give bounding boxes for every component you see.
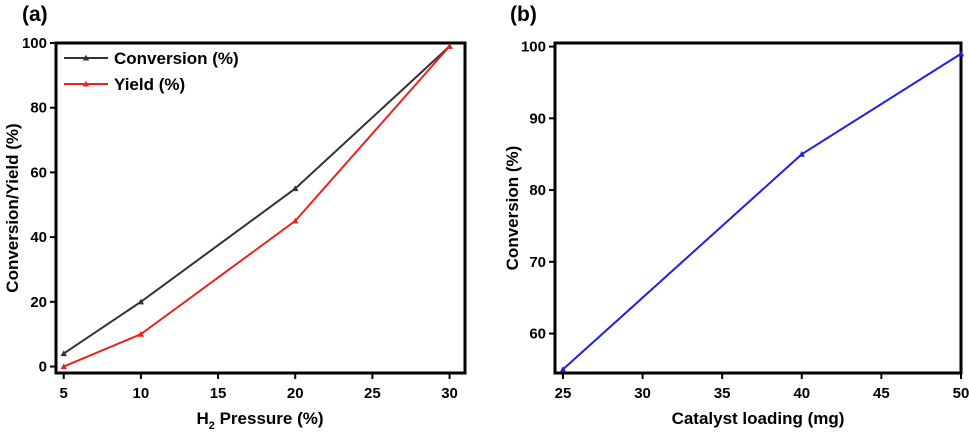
panel-b-y-tick-label-3: 90 [529, 110, 546, 127]
panel-b-x-ticks: 25 30 35 40 45 50 [555, 373, 969, 402]
panel-a-x-tick-label-4: 25 [364, 385, 381, 402]
panel-b-series-0-point-1 [798, 150, 805, 157]
panel-b-label: (b) [510, 3, 537, 26]
panel-a-x-axis-label: H2 Pressure (%) [196, 409, 323, 432]
panel-a-y-tick-label-4: 80 [30, 100, 47, 117]
panel-a-series-1-point-1 [137, 330, 145, 337]
panel-a-x-axis-label-rest: Pressure (%) [215, 409, 324, 428]
panel-b-y-tick-label-2: 80 [529, 182, 546, 199]
panel-b-series-0-point-2 [957, 50, 965, 57]
panel-a-y-tick-label-5: 100 [22, 35, 47, 52]
panel-a-y-tick-label-2: 40 [30, 229, 47, 246]
panel-a-legend-label-0: Conversion (%) [114, 49, 239, 68]
panel-b-y-tick-label-0: 60 [529, 326, 546, 343]
panel-a-chart: (a) 5 10 15 20 25 30 0 20 40 60 80 100 Conversion … [3, 3, 467, 432]
panel-b-series-0-line [562, 52, 962, 371]
panel-b-series-0-point-0 [559, 366, 567, 372]
panel-a-series [60, 43, 453, 370]
panel-b-x-tick-label-2: 35 [714, 385, 731, 402]
panel-a-x-tick-label-2: 15 [210, 385, 227, 402]
panel-b-y-tick-label-4: 100 [521, 39, 546, 56]
panel-a-series-0-line [63, 45, 451, 355]
panel-a-y-tick-label-1: 20 [30, 294, 47, 311]
panel-a-label: (a) [22, 3, 48, 26]
panel-a-x-tick-label-3: 20 [287, 385, 304, 402]
panel-a-series-1-point-0 [60, 363, 67, 370]
panel-a-series-1-point-2 [292, 217, 299, 224]
panel-a-series-1-line [63, 45, 451, 368]
panel-a-x-ticks: 5 10 15 20 25 30 [60, 373, 458, 402]
panel-b-x-tick-label-4: 45 [873, 385, 890, 402]
panel-b-x-tick-label-1: 30 [634, 385, 651, 402]
panel-b-y-axis-label: Conversion (%) [503, 146, 522, 271]
panel-a-x-tick-label-1: 10 [133, 385, 150, 402]
panel-b-y-tick-label-1: 70 [529, 254, 546, 271]
panel-a-x-tick-label-5: 30 [441, 385, 458, 402]
panel-b-x-tick-label-3: 40 [793, 385, 810, 402]
panel-a-legend-label-1: Yield (%) [114, 75, 185, 94]
panel-b-series [559, 50, 965, 372]
panel-a-y-axis-label: Conversion/Yield (%) [3, 123, 22, 292]
panel-a-y-tick-label-0: 0 [39, 359, 47, 376]
panel-b-x-tick-label-5: 50 [953, 385, 969, 402]
panel-a-plot-frame [54, 41, 467, 375]
panel-b-x-axis-label: Catalyst loading (mg) [672, 409, 845, 428]
panel-a-x-tick-label-0: 5 [60, 385, 68, 402]
panel-a-y-tick-label-3: 60 [30, 164, 47, 181]
panel-a-x-axis-label-subscript: 2 [209, 420, 215, 432]
panel-a-series-1-point-3 [446, 43, 453, 49]
panel-a-series-0-point-2 [292, 185, 299, 192]
panel-a-legend-marker-1 [82, 80, 90, 87]
panel-a-legend: Conversion (%) Yield (%) [64, 49, 239, 94]
panel-b-y-ticks: 60 70 80 90 100 [521, 39, 555, 343]
panel-a-series-0-point-1 [137, 298, 145, 305]
panel-b-x-tick-label-0: 25 [555, 385, 572, 402]
panel-a-y-ticks: 0 20 40 60 80 100 [22, 35, 56, 376]
panel-a-legend-marker-0 [82, 54, 90, 61]
panel-b-plot-frame [553, 41, 963, 375]
panel-b-chart: (b) 25 30 35 40 45 50 60 70 80 90 100 Catalyst lo… [503, 3, 969, 428]
panel-a-series-0-point-0 [60, 350, 67, 357]
panel-a-x-axis-label-main: H [196, 409, 208, 428]
